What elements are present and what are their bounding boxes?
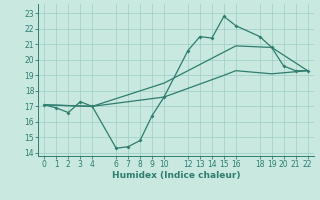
X-axis label: Humidex (Indice chaleur): Humidex (Indice chaleur) [112,171,240,180]
